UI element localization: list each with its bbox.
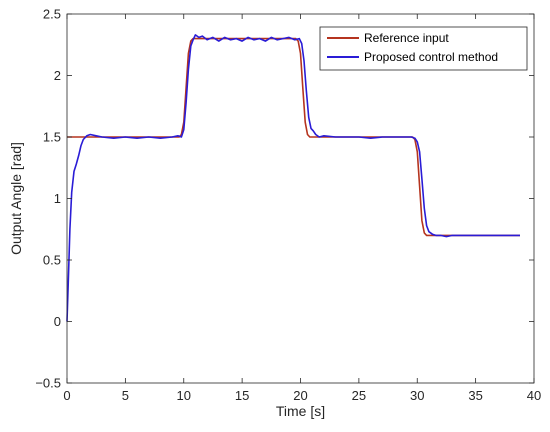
y-tick-label: 1	[54, 191, 61, 206]
x-axis-label: Time [s]	[276, 403, 325, 419]
axis-ticks: 0 5 10 15 20 25 30 35 40−0.500.511.522.5	[35, 7, 541, 404]
y-tick-label: −0.5	[35, 376, 61, 391]
series-line-reference-input	[67, 37, 520, 237]
y-tick-label: 0	[54, 314, 61, 329]
x-tick-label: 30	[410, 388, 424, 403]
x-tick-label: 25	[352, 388, 366, 403]
legend: Reference input Proposed control method	[319, 26, 528, 71]
legend-label-proposed-control-method: Proposed control method	[364, 50, 498, 64]
legend-label-reference-input: Reference input	[364, 31, 449, 45]
series-line-proposed-control-method	[66, 34, 520, 322]
x-tick-label: 20	[293, 388, 307, 403]
legend-box	[319, 26, 528, 71]
y-tick-label: 0.5	[43, 253, 61, 268]
x-tick-label: 15	[235, 388, 249, 403]
x-tick-label: 0	[63, 388, 70, 403]
y-axis-label: Output Angle [rad]	[8, 142, 24, 255]
y-tick-label: 1.5	[43, 130, 61, 145]
x-tick-label: 40	[527, 388, 541, 403]
y-tick-label: 2	[54, 68, 61, 83]
x-tick-label: 35	[468, 388, 482, 403]
series-group	[66, 34, 520, 322]
x-tick-label: 5	[122, 388, 129, 403]
x-tick-label: 10	[177, 388, 191, 403]
y-tick-label: 2.5	[43, 7, 61, 22]
plot-area	[67, 14, 534, 383]
